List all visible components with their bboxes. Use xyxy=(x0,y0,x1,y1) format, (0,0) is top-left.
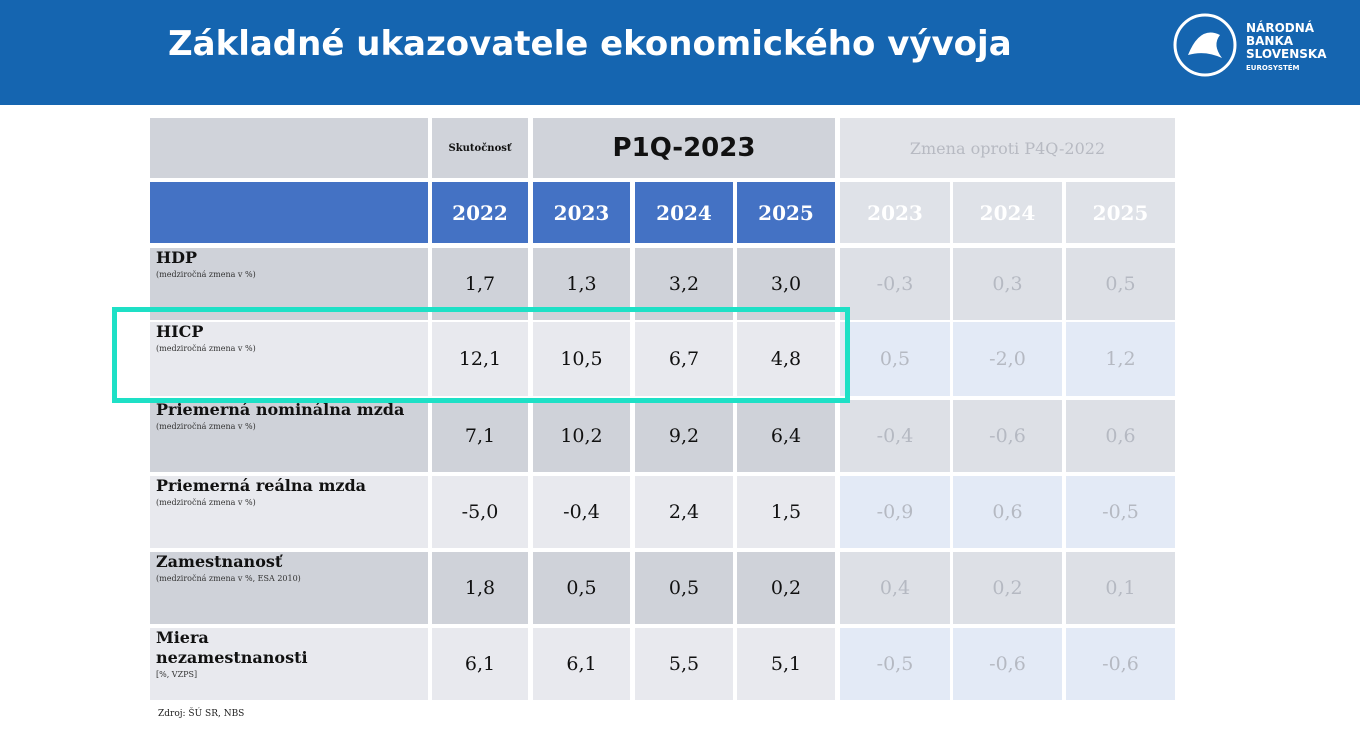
value-cell: 0,5 xyxy=(533,552,630,624)
value-cell: 5,5 xyxy=(635,628,733,700)
row-label: Priemerná reálna mzda (medziročná zmena v… xyxy=(150,476,428,548)
value-cell: 6,1 xyxy=(533,628,630,700)
group-header: Skutočnosť xyxy=(432,118,528,178)
value-cell: 6,1 xyxy=(432,628,528,700)
value-cell: -0,6 xyxy=(1066,628,1175,700)
row-title: HICP xyxy=(156,322,204,341)
year-header: 2022 xyxy=(432,182,528,243)
value-cell: 6,7 xyxy=(635,322,733,396)
header-bar: Základné ukazovatele ekonomického vývoja… xyxy=(0,0,1360,105)
year-header: 2025 xyxy=(737,182,835,243)
group-header: Zmena oproti P4Q-2022 xyxy=(840,118,1175,178)
value-cell: -0,4 xyxy=(840,400,950,472)
year-header: 2023 xyxy=(533,182,630,243)
highlight-box xyxy=(112,307,850,403)
value-cell: 0,6 xyxy=(1066,400,1175,472)
row-title: Priemerná reálna mzda xyxy=(156,476,367,495)
value-cell: 0,2 xyxy=(737,552,835,624)
value-cell: 5,1 xyxy=(737,628,835,700)
value-cell: -0,9 xyxy=(840,476,950,548)
source-note: Zdroj: ŠÚ SR, NBS xyxy=(158,709,245,719)
row-note: (medziročná zmena v %) xyxy=(156,422,256,431)
row-title: Priemerná nominálna mzda xyxy=(156,400,405,419)
logo: NÁRODNÁ BANKA SLOVENSKA EUROSYSTÉM xyxy=(1170,10,1350,80)
value-cell: 0,5 xyxy=(635,552,733,624)
value-cell: 10,2 xyxy=(533,400,630,472)
value-cell: 0,4 xyxy=(840,552,950,624)
row-label: Zamestnanosť (medziročná zmena v %, ESA 2… xyxy=(150,552,428,624)
year-header: 2023 xyxy=(840,182,950,243)
group-header: P1Q-2023 xyxy=(533,118,835,178)
row-note: (medziročná zmena v %, ESA 2010) xyxy=(156,574,301,583)
logo-emblem xyxy=(1173,13,1237,77)
row-title: Miera nezamestnanosti xyxy=(156,628,308,667)
value-cell: -0,6 xyxy=(953,628,1062,700)
value-cell: 0,3 xyxy=(953,248,1062,320)
header-blank xyxy=(150,118,428,178)
value-cell: 4,8 xyxy=(737,322,835,396)
row-note: (medziročná zmena v %) xyxy=(156,270,256,279)
row-note: (medziročná zmena v %) xyxy=(156,344,256,353)
value-cell: 0,6 xyxy=(953,476,1062,548)
value-cell: 0,2 xyxy=(953,552,1062,624)
year-header: 2025 xyxy=(1066,182,1175,243)
value-cell: 7,1 xyxy=(432,400,528,472)
value-cell: -0,3 xyxy=(840,248,950,320)
row-note: [%, VZPS] xyxy=(156,670,198,679)
value-cell: -0,5 xyxy=(1066,476,1175,548)
row-note: (medziročná zmena v %) xyxy=(156,498,256,507)
logo-text: SLOVENSKA xyxy=(1246,47,1327,61)
year-header: 2024 xyxy=(953,182,1062,243)
value-cell: 0,5 xyxy=(1066,248,1175,320)
value-cell: 2,4 xyxy=(635,476,733,548)
value-cell: 1,2 xyxy=(1066,322,1175,396)
logo-text: EUROSYSTÉM xyxy=(1246,64,1300,72)
slide-title: Základné ukazovatele ekonomického vývoja xyxy=(168,24,1012,64)
value-cell: 9,2 xyxy=(635,400,733,472)
value-cell: -0,5 xyxy=(840,628,950,700)
value-cell: -0,4 xyxy=(533,476,630,548)
value-cell: 10,5 xyxy=(533,322,630,396)
value-cell: 1,5 xyxy=(737,476,835,548)
value-cell: 6,4 xyxy=(737,400,835,472)
value-cell: 0,1 xyxy=(1066,552,1175,624)
logo-text: NÁRODNÁ xyxy=(1246,21,1315,35)
value-cell: -0,6 xyxy=(953,400,1062,472)
value-cell: -2,0 xyxy=(953,322,1062,396)
row-label: HICP (medziročná zmena v %) xyxy=(150,322,428,396)
row-label: Miera nezamestnanosti [%, VZPS] xyxy=(150,628,428,700)
value-cell: 12,1 xyxy=(432,322,528,396)
row-title: HDP xyxy=(156,248,198,267)
header-blank xyxy=(150,182,428,243)
year-header: 2024 xyxy=(635,182,733,243)
row-label: Priemerná nominálna mzda (medziročná zmen… xyxy=(150,400,428,472)
value-cell: 1,8 xyxy=(432,552,528,624)
logo-text: BANKA xyxy=(1246,34,1294,48)
value-cell: -5,0 xyxy=(432,476,528,548)
value-cell: 0,5 xyxy=(840,322,950,396)
row-title: Zamestnanosť xyxy=(156,552,283,571)
